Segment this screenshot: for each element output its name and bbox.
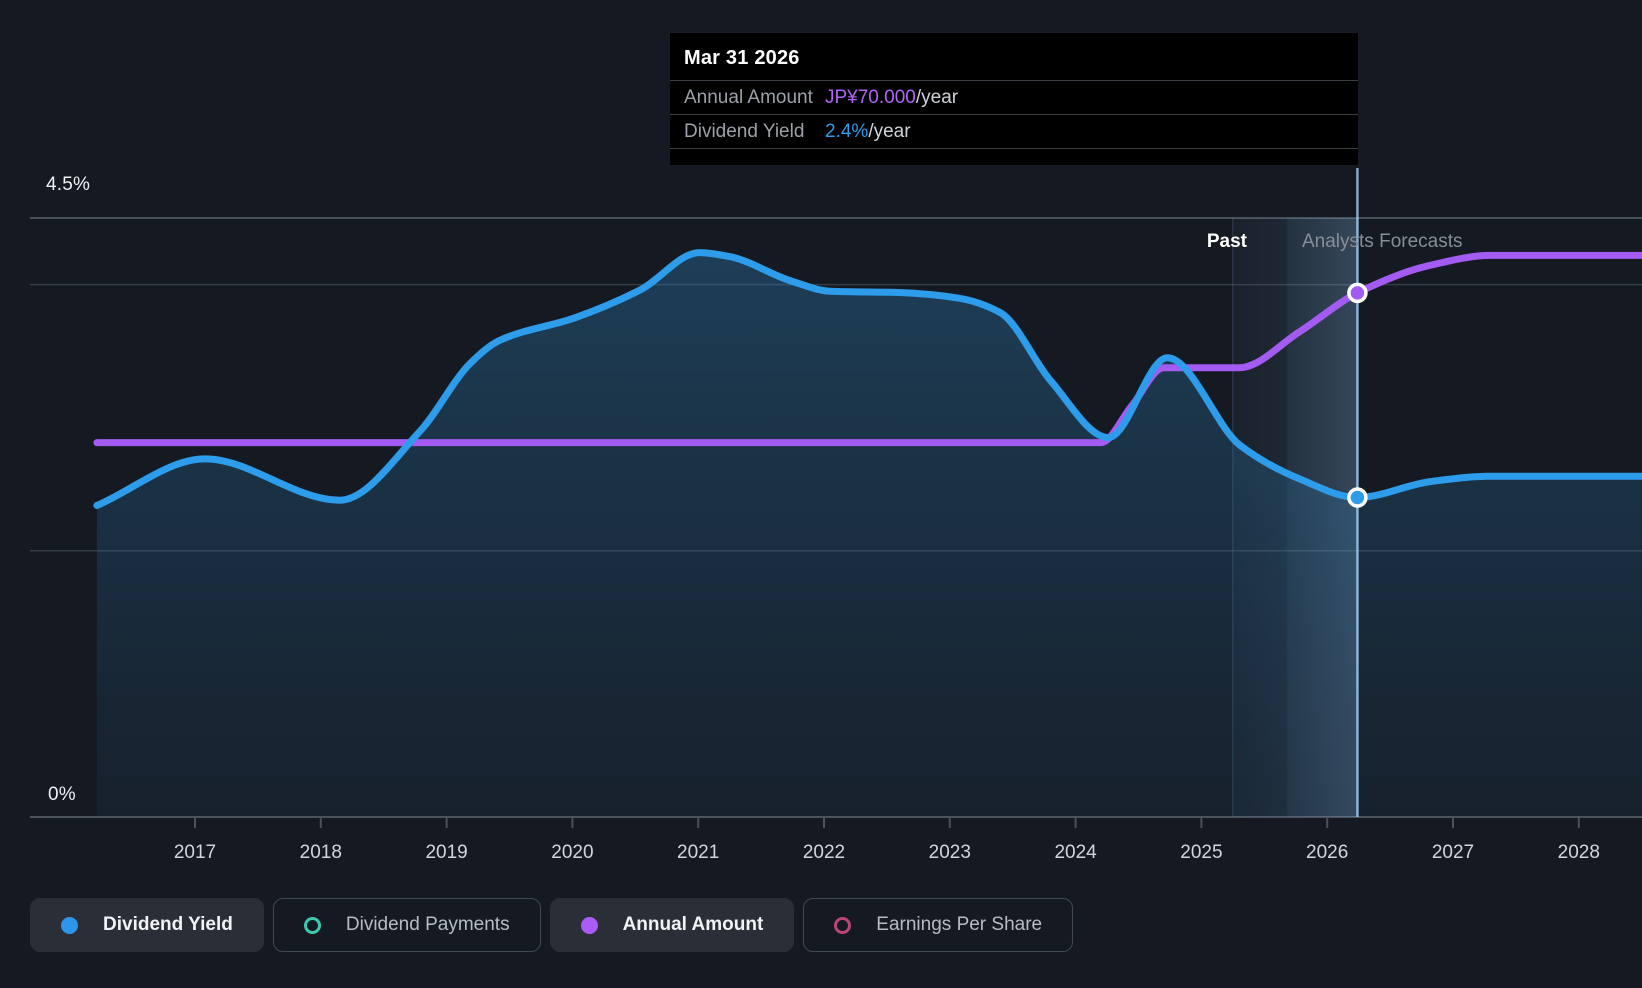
- x-axis-year-label: 2018: [299, 842, 342, 863]
- x-axis-year-label: 2024: [1054, 842, 1097, 863]
- x-axis-year-label: 2023: [928, 842, 971, 863]
- tooltip-row-suffix: /year: [868, 120, 911, 142]
- dividend-tooltip: Mar 31 2026 Annual Amount JP¥70.000/year D…: [670, 33, 1358, 165]
- legend: Dividend Yield Dividend Payments Annual Am…: [30, 898, 1074, 952]
- tooltip-row-label: Dividend Yield: [684, 120, 805, 142]
- legend-pill-dividend-payments[interactable]: Dividend Payments: [272, 898, 541, 952]
- x-axis-year-label: 2021: [677, 842, 720, 863]
- forecasts-label: Analysts Forecasts: [1302, 231, 1463, 252]
- y-axis-label-top: 4.5%: [46, 174, 91, 195]
- x-axis-year-label: 2017: [173, 842, 217, 863]
- tooltip-row-suffix: /year: [915, 86, 959, 108]
- series-lines: [93, 249, 1642, 509]
- x-axis-year-label: 2025: [1180, 842, 1223, 863]
- yield-area-fill: [96, 252, 1642, 818]
- legend-label: Earnings Per Share: [876, 914, 1043, 935]
- x-axis-year-label: 2022: [802, 842, 846, 863]
- legend-label: Annual Amount: [622, 914, 764, 935]
- legend-label: Dividend Yield: [103, 914, 233, 935]
- x-axis-year-label: 2019: [425, 842, 468, 863]
- hover-marker-yield[interactable]: [1347, 487, 1368, 508]
- yield-area: [96, 252, 1642, 818]
- x-axis-year-label: 2027: [1431, 842, 1475, 863]
- legend-pill-dividend-yield[interactable]: Dividend Yield: [30, 898, 264, 952]
- legend-pill-annual-amount[interactable]: Annual Amount: [549, 898, 795, 952]
- tooltip-row: Annual Amount JP¥70.000/year: [670, 80, 1358, 114]
- y-axis-label-bottom: 0%: [48, 784, 76, 805]
- tooltip-row-label: Annual Amount: [684, 86, 813, 108]
- hover-markers: [1347, 282, 1368, 508]
- yield-line: [93, 249, 1642, 509]
- legend-label: Dividend Payments: [345, 914, 510, 935]
- x-axis-ticks: [194, 818, 1580, 828]
- legend-marker-icon: [61, 916, 78, 934]
- hover-marker-amount[interactable]: [1347, 282, 1368, 304]
- tooltip-date: Mar 31 2026: [684, 47, 800, 69]
- x-axis-year-label: 2026: [1306, 842, 1349, 863]
- legend-marker-icon: [834, 916, 852, 934]
- x-axis-year-label: 2020: [551, 842, 594, 863]
- legend-pill-earnings-per-share[interactable]: Earnings Per Share: [803, 898, 1074, 952]
- legend-marker-icon: [303, 916, 321, 934]
- tooltip-row-value: JP¥70.000: [825, 86, 916, 108]
- tooltip-row: Dividend Yield 2.4%/year: [670, 114, 1358, 149]
- x-axis-year-label: 2028: [1557, 842, 1600, 863]
- tooltip-row-value: 2.4%: [825, 120, 869, 142]
- past-label: Past: [1206, 231, 1247, 252]
- legend-marker-icon: [580, 916, 598, 934]
